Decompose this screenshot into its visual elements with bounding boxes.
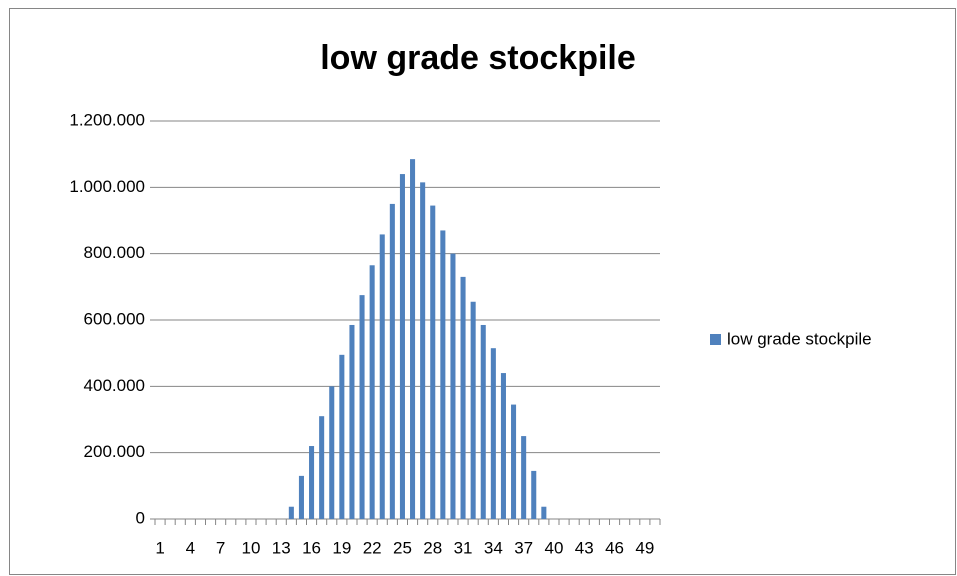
- x-tick-label: 46: [605, 538, 624, 557]
- bar: [500, 373, 506, 519]
- x-tick-label: 13: [272, 538, 291, 557]
- x-tick-label: 22: [363, 538, 382, 557]
- bar: [410, 159, 416, 519]
- bar: [430, 205, 436, 519]
- x-tick-label: 1: [155, 538, 164, 557]
- y-tick-label: 200.000: [84, 442, 145, 461]
- bar: [460, 276, 466, 519]
- y-tick-label: 0: [136, 508, 145, 527]
- y-tick-label: 400.000: [84, 376, 145, 395]
- x-tick-label: 49: [635, 538, 654, 557]
- x-tick-label: 4: [186, 538, 195, 557]
- chart-title: low grade stockpile: [320, 39, 636, 77]
- x-tick-label: 28: [423, 538, 442, 557]
- bar: [298, 475, 304, 519]
- bar: [369, 265, 375, 519]
- bar: [511, 404, 517, 519]
- x-tick-label: 25: [393, 538, 412, 557]
- bar: [541, 506, 547, 519]
- x-tick-label: 19: [332, 538, 351, 557]
- bar: [319, 416, 325, 519]
- bar: [309, 446, 315, 519]
- y-tick-label: 1.200.000: [69, 110, 145, 129]
- bar: [288, 506, 294, 519]
- bar: [480, 324, 486, 519]
- y-tick-label: 600.000: [84, 309, 145, 328]
- bar: [440, 230, 446, 519]
- bar: [531, 470, 537, 519]
- bar: [389, 203, 395, 519]
- y-tick-label: 800.000: [84, 243, 145, 262]
- x-tick-label: 10: [241, 538, 260, 557]
- x-tick-label: 7: [216, 538, 225, 557]
- x-tick-label: 16: [302, 538, 321, 557]
- bar: [521, 436, 527, 519]
- x-tick-label: 31: [454, 538, 473, 557]
- x-tick-label: 43: [575, 538, 594, 557]
- bar: [349, 324, 355, 519]
- bar: [450, 253, 456, 519]
- x-tick-label: 40: [544, 538, 563, 557]
- bar: [399, 174, 405, 520]
- y-tick-label: 1.000.000: [69, 177, 145, 196]
- bar: [379, 234, 385, 519]
- bar: [339, 354, 345, 519]
- legend-label: low grade stockpile: [727, 329, 872, 348]
- bar: [490, 348, 496, 519]
- x-tick-label: 34: [484, 538, 503, 557]
- bar: [359, 295, 365, 519]
- legend-swatch: [710, 334, 721, 345]
- bar: [329, 386, 335, 519]
- bar: [470, 301, 476, 519]
- x-tick-label: 37: [514, 538, 533, 557]
- bar: [420, 182, 426, 519]
